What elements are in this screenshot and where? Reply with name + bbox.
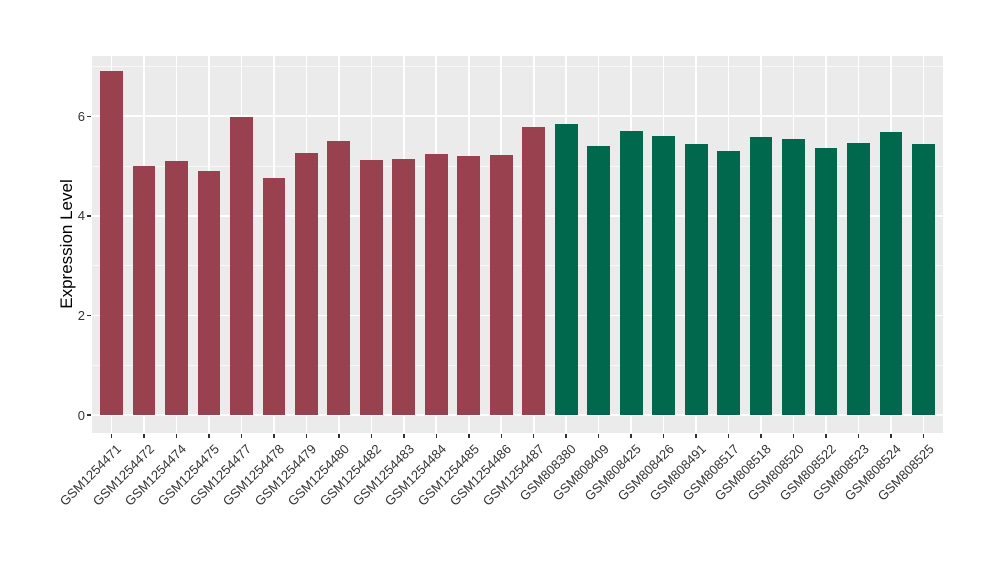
- bar-GSM1254485: [457, 155, 481, 416]
- bar-GSM808409: [587, 145, 611, 416]
- bar-GSM1254478: [262, 177, 286, 416]
- gridline-major-horizontal: [92, 314, 943, 317]
- bar-GSM808525: [912, 143, 935, 416]
- y-tick-label: 6: [77, 108, 85, 124]
- x-tick-mark: [857, 434, 860, 438]
- bar-GSM1254482: [359, 159, 383, 416]
- x-tick-mark: [208, 434, 210, 438]
- bar-GSM1254477: [230, 117, 253, 416]
- x-tick-mark: [110, 434, 113, 438]
- bar-GSM1254484: [424, 153, 448, 416]
- gridline-minor-horizontal: [92, 66, 943, 67]
- bar-GSM808523: [847, 142, 870, 416]
- x-tick-mark: [240, 434, 243, 438]
- y-tick-label: 2: [77, 307, 85, 323]
- x-tick-mark: [890, 434, 892, 438]
- y-tick-mark: [87, 215, 91, 217]
- x-tick-mark: [370, 434, 373, 438]
- y-axis-title: Expression Level: [57, 179, 76, 309]
- bar-GSM808522: [814, 147, 838, 416]
- bar-GSM808426: [652, 135, 676, 416]
- x-tick-mark: [305, 434, 308, 438]
- gridline-minor-horizontal: [92, 364, 943, 366]
- gridline-minor-horizontal: [92, 165, 943, 167]
- gridline-minor-horizontal: [92, 265, 943, 267]
- bar-GSM1254471: [100, 71, 123, 416]
- x-tick-mark: [695, 434, 697, 438]
- x-tick-mark: [403, 434, 405, 438]
- bar-GSM1254474: [165, 161, 188, 416]
- x-tick-mark: [630, 434, 632, 438]
- bar-GSM808518: [749, 136, 773, 416]
- x-tick-mark: [662, 434, 665, 438]
- x-tick-mark: [435, 434, 438, 438]
- x-tick-mark: [597, 434, 600, 438]
- bar-GSM1254486: [489, 154, 513, 416]
- x-tick-mark: [338, 434, 340, 438]
- bar-GSM1254483: [392, 158, 416, 416]
- x-tick-mark: [143, 434, 145, 438]
- bar-GSM1254487: [522, 127, 546, 416]
- bar-GSM1254479: [295, 152, 318, 416]
- bar-GSM808491: [684, 144, 708, 416]
- gridline-major-horizontal: [92, 414, 943, 416]
- y-tick-mark: [87, 314, 91, 317]
- bar-GSM808425: [619, 130, 643, 416]
- y-tick-label: 0: [77, 407, 85, 423]
- x-tick-mark: [760, 434, 762, 438]
- bar-GSM1254472: [132, 165, 156, 416]
- bar-GSM808380: [554, 123, 578, 416]
- x-tick-mark: [273, 434, 275, 438]
- bar-GSM1254480: [327, 140, 351, 416]
- x-tick-mark: [532, 434, 535, 438]
- bar-GSM808524: [879, 131, 903, 416]
- bar-GSM1254475: [197, 170, 221, 416]
- gridline-major-horizontal: [92, 115, 943, 118]
- bar-GSM808520: [782, 138, 805, 416]
- y-tick-mark: [87, 115, 91, 117]
- y-tick-mark: [87, 414, 91, 416]
- y-tick-label: 4: [77, 208, 85, 224]
- x-tick-mark: [468, 434, 470, 438]
- x-tick-mark: [175, 434, 178, 438]
- x-tick-mark: [792, 434, 795, 438]
- gridline-major-horizontal: [92, 215, 943, 217]
- x-tick-mark: [922, 434, 925, 438]
- x-tick-mark: [565, 434, 567, 438]
- bar-GSM808517: [717, 150, 740, 416]
- plot-panel: [92, 56, 943, 433]
- x-tick-mark: [825, 434, 827, 438]
- x-tick-mark: [727, 434, 730, 438]
- x-tick-mark: [500, 434, 502, 438]
